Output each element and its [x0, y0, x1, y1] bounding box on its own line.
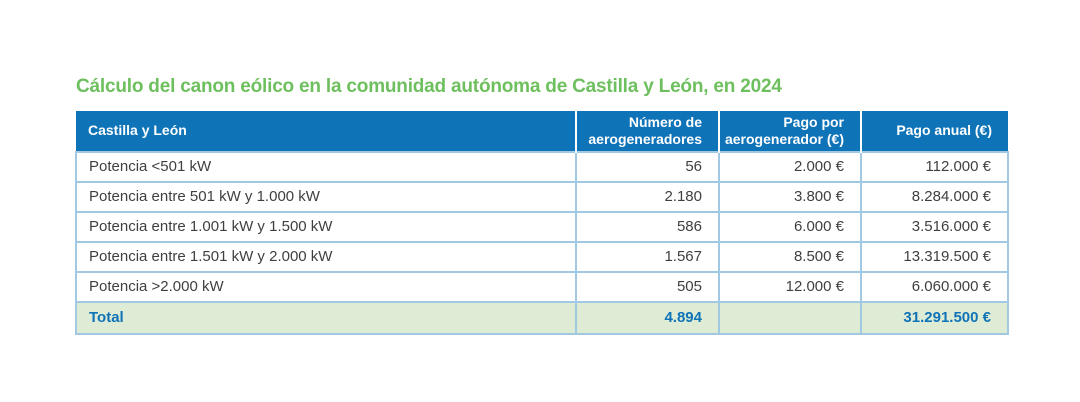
column-header-pago-anual: Pago anual (€)	[860, 111, 1008, 152]
row-num: 586	[575, 210, 720, 243]
total-pago-anual: 31.291.500 €	[860, 300, 1009, 335]
row-pago: 2.000 €	[718, 150, 862, 183]
row-pago: 8.500 €	[718, 240, 862, 273]
row-label: Potencia entre 501 kW y 1.000 kW	[75, 180, 577, 213]
table-row: Potencia <501 kW 56 2.000 € 112.000 €	[75, 150, 1009, 183]
table-body: Potencia <501 kW 56 2.000 € 112.000 € Po…	[75, 150, 1009, 335]
page-title: Cálculo del canon eólico en la comunidad…	[76, 76, 782, 97]
table-total-row: Total 4.894 31.291.500 €	[75, 300, 1009, 335]
row-label: Potencia >2.000 kW	[75, 270, 577, 303]
row-label: Potencia entre 1.001 kW y 1.500 kW	[75, 210, 577, 243]
column-header-pago-por-aerogenerador: Pago por aerogenerador (€)	[718, 111, 861, 152]
table-row: Potencia entre 1.501 kW y 2.000 kW 1.567…	[75, 240, 1009, 273]
row-pago: 3.800 €	[718, 180, 862, 213]
row-pago-anual: 8.284.000 €	[860, 180, 1009, 213]
row-pago-anual: 112.000 €	[860, 150, 1009, 183]
row-num: 505	[575, 270, 720, 303]
table-row: Potencia >2.000 kW 505 12.000 € 6.060.00…	[75, 270, 1009, 303]
table-row: Potencia entre 1.001 kW y 1.500 kW 586 6…	[75, 210, 1009, 243]
table-row: Potencia entre 501 kW y 1.000 kW 2.180 3…	[75, 180, 1009, 213]
row-pago-anual: 13.319.500 €	[860, 240, 1009, 273]
row-pago: 12.000 €	[718, 270, 862, 303]
row-num: 56	[575, 150, 720, 183]
canon-eolico-figure: Cálculo del canon eólico en la comunidad…	[75, 76, 1009, 335]
total-label: Total	[75, 300, 577, 335]
row-num: 2.180	[575, 180, 720, 213]
column-header-region: Castilla y León	[76, 111, 576, 152]
row-label: Potencia entre 1.501 kW y 2.000 kW	[75, 240, 577, 273]
row-pago-anual: 6.060.000 €	[860, 270, 1009, 303]
table-header-row: Castilla y León Número de aerogeneradore…	[76, 111, 1008, 152]
column-header-num-aerogeneradores: Número de aerogeneradores	[575, 111, 719, 152]
table-header: Castilla y León Número de aerogeneradore…	[76, 111, 1008, 152]
row-num: 1.567	[575, 240, 720, 273]
row-pago: 6.000 €	[718, 210, 862, 243]
row-pago-anual: 3.516.000 €	[860, 210, 1009, 243]
total-num: 4.894	[575, 300, 720, 335]
canon-eolico-table: Castilla y León Número de aerogeneradore…	[75, 111, 1009, 335]
row-label: Potencia <501 kW	[75, 150, 577, 183]
total-pago	[718, 300, 862, 335]
